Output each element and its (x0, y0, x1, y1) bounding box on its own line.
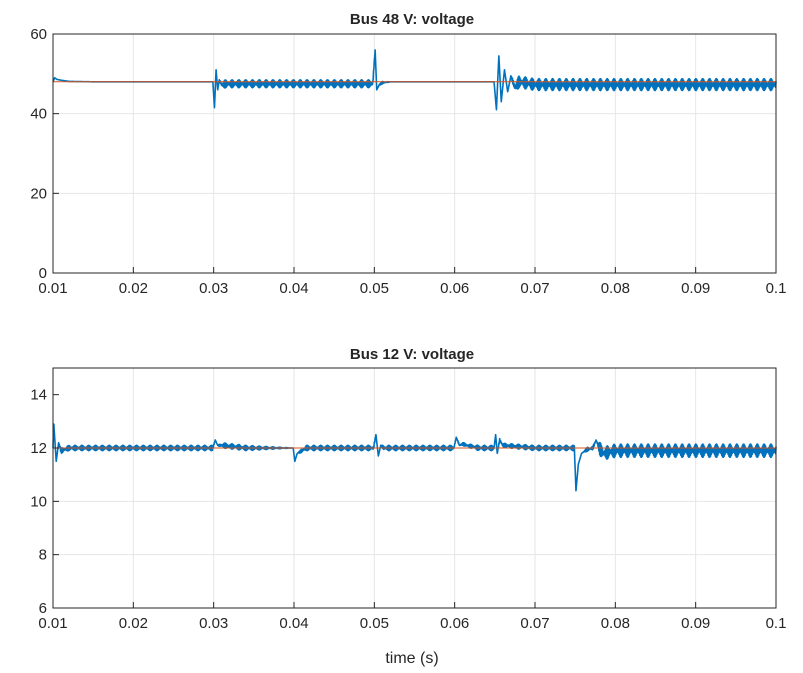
y-tick-label: 14 (30, 387, 47, 404)
x-tick-label: 0.06 (440, 615, 469, 632)
y-tick-label: 10 (30, 493, 47, 510)
x-tick-label: 0.1 (766, 615, 787, 632)
y-tick-label: 60 (30, 26, 47, 43)
x-tick-label: 0.06 (440, 280, 469, 297)
chart-bus-48v: Bus 48 V: voltage 0.01 0.02 0.03 0.04 0.05 0.… (30, 11, 786, 297)
axes-box (52, 33, 777, 274)
y-tick-label: 20 (30, 185, 47, 202)
voltage-series-line (52, 423, 777, 492)
x-tick-label: 0.01 (38, 615, 67, 632)
x-tick-label: 0.01 (38, 280, 67, 297)
x-tick-label: 0.03 (199, 280, 228, 297)
y-tick-label: 6 (39, 600, 47, 617)
x-tick-label: 0.05 (360, 615, 389, 632)
grid (53, 34, 776, 273)
plot-area (52, 367, 777, 609)
x-tick-label: 0.09 (681, 280, 710, 297)
x-tick-label: 0.08 (601, 615, 630, 632)
ticks: 0.01 0.02 0.03 0.04 0.05 0.06 0.07 0.08 0.09 0.1 6… (30, 387, 786, 632)
x-tick-label: 0.07 (520, 615, 549, 632)
x-tick-label: 0.08 (601, 280, 630, 297)
x-tick-label: 0.02 (119, 280, 148, 297)
x-tick-label: 0.1 (766, 280, 787, 297)
x-tick-label: 0.03 (199, 615, 228, 632)
y-tick-label: 0 (39, 265, 47, 282)
series-group (52, 49, 777, 111)
axes-box (52, 367, 777, 609)
series-group (52, 423, 777, 492)
x-tick-label: 0.04 (279, 615, 308, 632)
chart-title: Bus 48 V: voltage (350, 11, 474, 28)
chart-bus-12v: Bus 12 V: voltage 0.01 0.02 0.03 0.04 0.05 0.… (30, 346, 786, 667)
x-tick-label: 0.05 (360, 280, 389, 297)
y-tick-label: 8 (39, 547, 47, 564)
x-axis-label: time (s) (385, 650, 438, 667)
ticks: 0.01 0.02 0.03 0.04 0.05 0.06 0.07 0.08 0.09 0.1 0… (30, 26, 786, 297)
x-tick-label: 0.04 (279, 280, 308, 297)
x-tick-label: 0.09 (681, 615, 710, 632)
x-tick-label: 0.02 (119, 615, 148, 632)
y-tick-label: 40 (30, 106, 47, 123)
y-tick-label: 12 (30, 440, 47, 457)
chart-title: Bus 12 V: voltage (350, 346, 474, 363)
x-tick-label: 0.07 (520, 280, 549, 297)
plot-area (52, 33, 777, 274)
